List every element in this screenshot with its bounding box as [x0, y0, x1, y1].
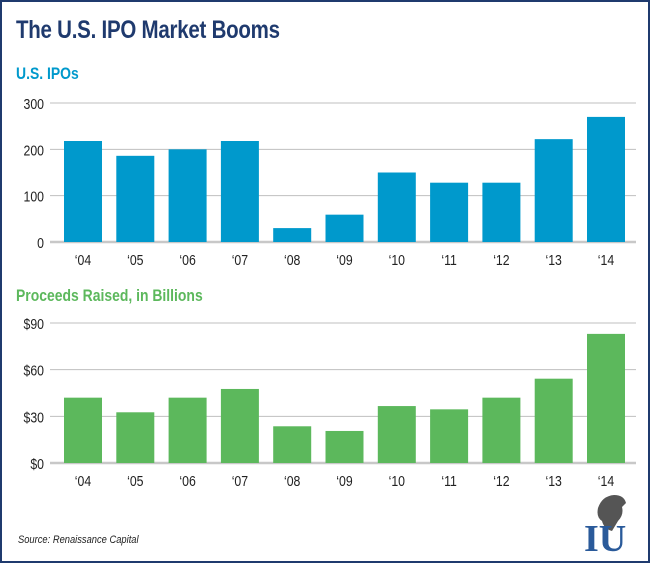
ipo-xtick-label: ‘04	[75, 252, 92, 268]
ipo-chart-title: U.S. IPOs	[16, 64, 79, 83]
proceeds-bar	[377, 406, 416, 463]
proceeds-bar	[64, 397, 102, 463]
proceeds-xtick-label: ‘13	[545, 473, 562, 489]
ipo-ytick-label: 300	[23, 96, 44, 112]
ipo-ytick-label: 100	[23, 189, 44, 205]
ipo-bar	[430, 182, 469, 242]
proceeds-xtick-label: ‘06	[179, 473, 196, 489]
ipo-xtick-label: ‘08	[284, 252, 301, 268]
proceeds-bar	[482, 397, 521, 463]
ipo-xtick-label: ‘05	[127, 252, 144, 268]
proceeds-bar	[273, 426, 312, 463]
proceeds-xtick-label: ‘12	[493, 473, 509, 489]
proceeds-bar	[220, 388, 259, 463]
proceeds-xtick-label: ‘04	[75, 473, 92, 489]
ipo-bar	[273, 228, 312, 242]
ipo-bar	[534, 139, 573, 242]
proceeds-xtick-label: ‘08	[284, 473, 301, 489]
proceeds-xtick-label: ‘09	[336, 473, 352, 489]
ipo-bar	[168, 149, 207, 242]
ipo-bar	[325, 214, 364, 242]
ipo-xtick-label: ‘10	[389, 252, 406, 268]
proceeds-bar	[168, 397, 207, 463]
ipo-ytick-label: 200	[23, 142, 44, 158]
ipo-bar	[116, 155, 155, 242]
proceeds-bar	[587, 333, 625, 463]
proceeds-xtick-label: ‘14	[598, 473, 615, 489]
ipo-xtick-label: ‘09	[336, 252, 352, 268]
source-note: Source: Renaissance Capital	[18, 534, 139, 546]
ipo-xtick-label: ‘12	[493, 252, 509, 268]
chart-title: The U.S. IPO Market Booms	[16, 16, 280, 44]
ipo-bar	[587, 116, 625, 242]
proceeds-ytick-label: $0	[30, 456, 44, 472]
ipo-xtick-label: ‘11	[441, 252, 456, 268]
ipo-xtick-label: ‘13	[545, 252, 562, 268]
proceeds-xtick-label: ‘07	[232, 473, 248, 489]
ipo-bar	[482, 182, 521, 242]
proceeds-bar	[534, 378, 573, 463]
ipo-bar	[220, 140, 259, 242]
proceeds-bar	[325, 430, 364, 463]
ipo-bar	[377, 172, 416, 242]
proceeds-bar	[430, 409, 469, 463]
proceeds-ytick-label: $30	[23, 409, 44, 425]
proceeds-xtick-label: ‘05	[127, 473, 144, 489]
ipo-bar	[64, 140, 102, 242]
proceeds-bar	[116, 412, 155, 463]
proceeds-ytick-label: $90	[23, 316, 44, 332]
ipo-xtick-label: ‘14	[598, 252, 615, 268]
proceeds-xtick-label: ‘11	[441, 473, 456, 489]
proceeds-chart-title: Proceeds Raised, in Billions	[16, 286, 203, 305]
proceeds-ytick-label: $60	[23, 363, 44, 379]
proceeds-xtick-label: ‘10	[389, 473, 406, 489]
ipo-xtick-label: ‘07	[232, 252, 248, 268]
ipo-ytick-label: 0	[37, 235, 44, 251]
ipo-xtick-label: ‘06	[179, 252, 196, 268]
